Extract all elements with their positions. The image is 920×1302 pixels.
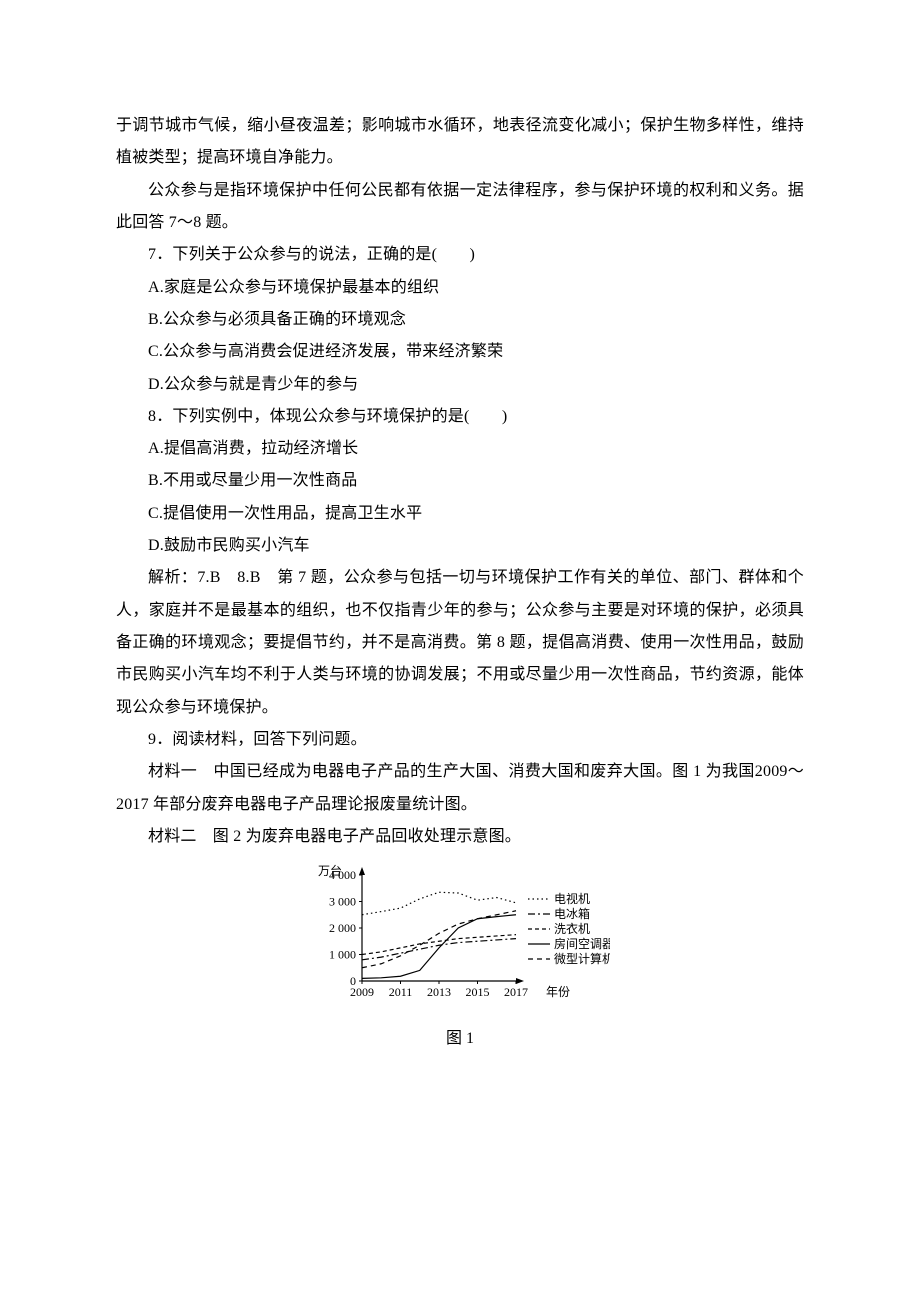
continuation-text: 于调节城市气候，缩小昼夜温差；影响城市水循环，地表径流变化减小；保护生物多样性，…: [116, 110, 804, 175]
answer-explanation: 解析：7.B 8.B 第 7 题，公众参与包括一切与环境保护工作有关的单位、部门…: [116, 562, 804, 724]
svg-text:房间空调器: 房间空调器: [554, 936, 610, 951]
svg-text:2013: 2013: [427, 985, 451, 999]
svg-text:2017: 2017: [504, 985, 528, 999]
svg-text:2015: 2015: [466, 985, 490, 999]
svg-text:洗衣机: 洗衣机: [554, 921, 590, 936]
svg-text:年份: 年份: [546, 985, 570, 999]
material-2: 材料二 图 2 为废弃电器电子产品回收处理示意图。: [116, 821, 804, 853]
option-8b: B.不用或尽量少用一次性商品: [116, 465, 804, 497]
question-8: 8．下列实例中，体现公众参与环境保护的是( ): [116, 401, 804, 433]
question-9: 9．阅读材料，回答下列问题。: [116, 724, 804, 756]
svg-text:万台: 万台: [318, 863, 342, 878]
question-7: 7．下列关于公众参与的说法，正确的是( ): [116, 239, 804, 271]
svg-text:电视机: 电视机: [554, 891, 590, 906]
option-8a: A.提倡高消费，拉动经济增长: [116, 433, 804, 465]
svg-text:电冰箱: 电冰箱: [554, 906, 590, 921]
option-7b: B.公众参与必须具备正确的环境观念: [116, 304, 804, 336]
chart-caption: 图 1: [116, 1024, 804, 1048]
svg-text:2009: 2009: [350, 985, 374, 999]
svg-text:3 000: 3 000: [329, 895, 356, 909]
option-8d: D.鼓励市民购买小汽车: [116, 530, 804, 562]
svg-text:微型计算机: 微型计算机: [554, 951, 610, 966]
option-8c: C.提倡使用一次性用品，提高卫生水平: [116, 498, 804, 530]
option-7a: A.家庭是公众参与环境保护最基本的组织: [116, 272, 804, 304]
option-7d: D.公众参与就是青少年的参与: [116, 369, 804, 401]
svg-text:1 000: 1 000: [329, 948, 356, 962]
svg-text:2 000: 2 000: [329, 921, 356, 935]
stem-text: 公众参与是指环境保护中任何公民都有依据一定法律程序，参与保护环境的权利和义务。据…: [116, 175, 804, 240]
option-7c: C.公众参与高消费会促进经济发展，带来经济繁荣: [116, 336, 804, 368]
line-chart-icon: 01 0002 0003 0004 000万台20092011201320152…: [310, 863, 610, 1013]
svg-text:2011: 2011: [389, 985, 413, 999]
chart-figure-1: 01 0002 0003 0004 000万台20092011201320152…: [116, 863, 804, 1048]
material-1: 材料一 中国已经成为电器电子产品的生产大国、消费大国和废弃大国。图 1 为我国2…: [116, 756, 804, 821]
